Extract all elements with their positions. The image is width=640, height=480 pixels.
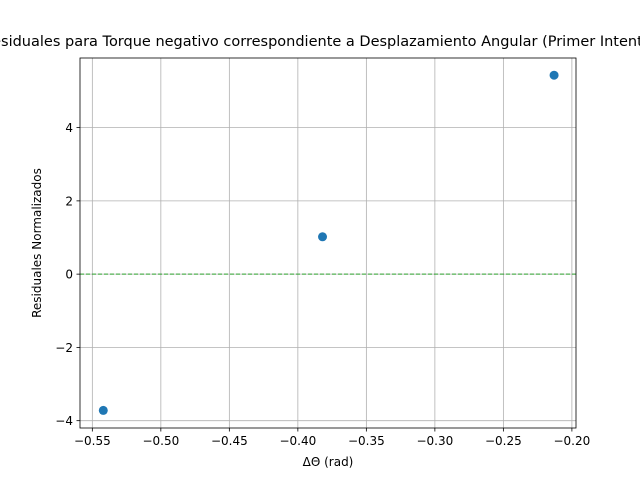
grid-layer — [80, 58, 576, 428]
x-tick-label-5: −0.30 — [416, 434, 453, 448]
data-point-2 — [549, 70, 559, 80]
x-tick-label-2: −0.45 — [211, 434, 248, 448]
y-axis-label: Residuales Normalizados — [30, 168, 44, 318]
chart-title: Residuales para Torque negativo correspo… — [0, 34, 640, 50]
x-tick-label-4: −0.35 — [348, 434, 385, 448]
y-tick-label-4: 4 — [65, 121, 73, 135]
x-tick-label-1: −0.50 — [142, 434, 179, 448]
x-tick-label-7: −0.20 — [553, 434, 590, 448]
x-tick-label-3: −0.40 — [279, 434, 316, 448]
x-tick-label-6: −0.25 — [485, 434, 522, 448]
points-layer — [98, 70, 559, 415]
data-point-0 — [98, 405, 108, 415]
y-tick-label-0: −4 — [55, 414, 73, 428]
plot-frame — [79, 57, 577, 429]
y-tick-label-1: −2 — [55, 341, 73, 355]
x-axis-label: ΔΘ (rad) — [302, 455, 354, 469]
x-tick-label-0: −0.55 — [74, 434, 111, 448]
y-tick-label-3: 2 — [65, 194, 73, 208]
ticks-layer: −0.55 −0.50 −0.45 −0.40 −0.35 −0.30 −0.25 −0.20… — [55, 121, 590, 448]
y-tick-label-2: 0 — [65, 268, 73, 282]
axes-layer — [79, 57, 577, 429]
data-point-1 — [318, 232, 328, 242]
